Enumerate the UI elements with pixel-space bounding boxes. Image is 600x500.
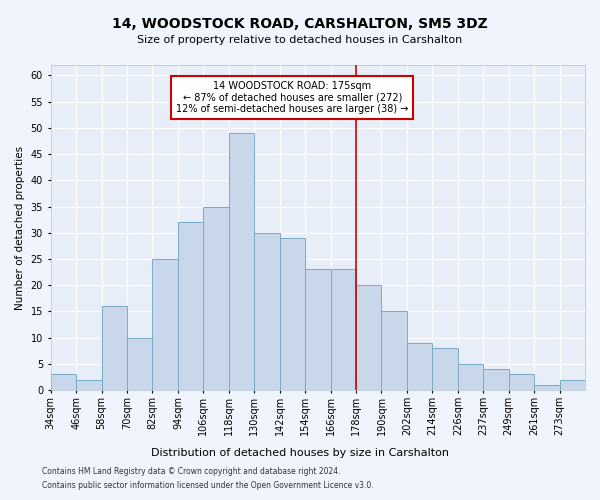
- Bar: [534, 385, 560, 390]
- Text: 14, WOODSTOCK ROAD, CARSHALTON, SM5 3DZ: 14, WOODSTOCK ROAD, CARSHALTON, SM5 3DZ: [112, 18, 488, 32]
- Bar: [178, 222, 203, 390]
- Bar: [382, 312, 407, 390]
- Text: Contains HM Land Registry data © Crown copyright and database right 2024.: Contains HM Land Registry data © Crown c…: [42, 467, 341, 476]
- Bar: [331, 270, 356, 390]
- Bar: [203, 206, 229, 390]
- Bar: [433, 348, 458, 390]
- Text: Distribution of detached houses by size in Carshalton: Distribution of detached houses by size …: [151, 448, 449, 458]
- Bar: [483, 369, 509, 390]
- Text: Contains public sector information licensed under the Open Government Licence v3: Contains public sector information licen…: [42, 481, 374, 490]
- Bar: [254, 233, 280, 390]
- Bar: [50, 374, 76, 390]
- Text: 14 WOODSTOCK ROAD: 175sqm
← 87% of detached houses are smaller (272)
12% of semi: 14 WOODSTOCK ROAD: 175sqm ← 87% of detac…: [176, 80, 409, 114]
- Bar: [229, 133, 254, 390]
- Bar: [280, 238, 305, 390]
- Bar: [101, 306, 127, 390]
- Bar: [127, 338, 152, 390]
- Y-axis label: Number of detached properties: Number of detached properties: [15, 146, 25, 310]
- Bar: [76, 380, 101, 390]
- Text: Size of property relative to detached houses in Carshalton: Size of property relative to detached ho…: [137, 35, 463, 45]
- Bar: [305, 270, 331, 390]
- Bar: [458, 364, 483, 390]
- Bar: [560, 380, 585, 390]
- Bar: [509, 374, 534, 390]
- Bar: [356, 285, 382, 390]
- Bar: [407, 343, 433, 390]
- Bar: [152, 259, 178, 390]
